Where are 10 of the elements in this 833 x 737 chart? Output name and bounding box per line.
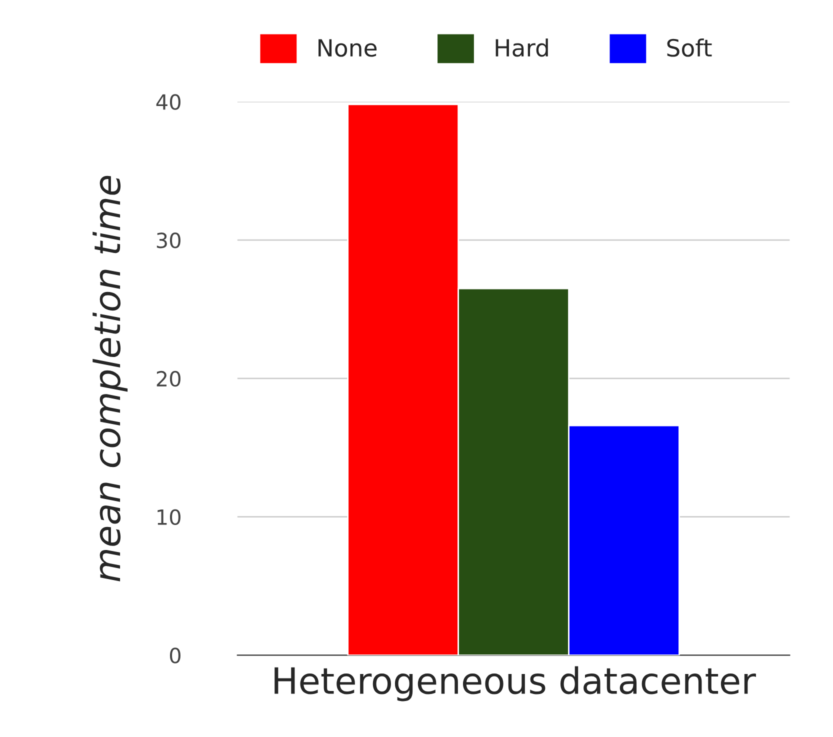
y-tick-label: 10 (158, 509, 180, 526)
x-tick-label: Heterogeneous datacenter (274, 666, 756, 702)
legend-label: None (318, 39, 377, 57)
y-tick-label: 30 (156, 232, 180, 248)
y-tick-label: 20 (156, 370, 180, 387)
legend-label: Soft (667, 38, 712, 57)
legend-label: Hard (496, 38, 548, 57)
y-tick-label: 40 (156, 94, 180, 110)
y-axis-title: mean completion time (92, 176, 128, 582)
y-tick-label: 0 (170, 648, 180, 664)
